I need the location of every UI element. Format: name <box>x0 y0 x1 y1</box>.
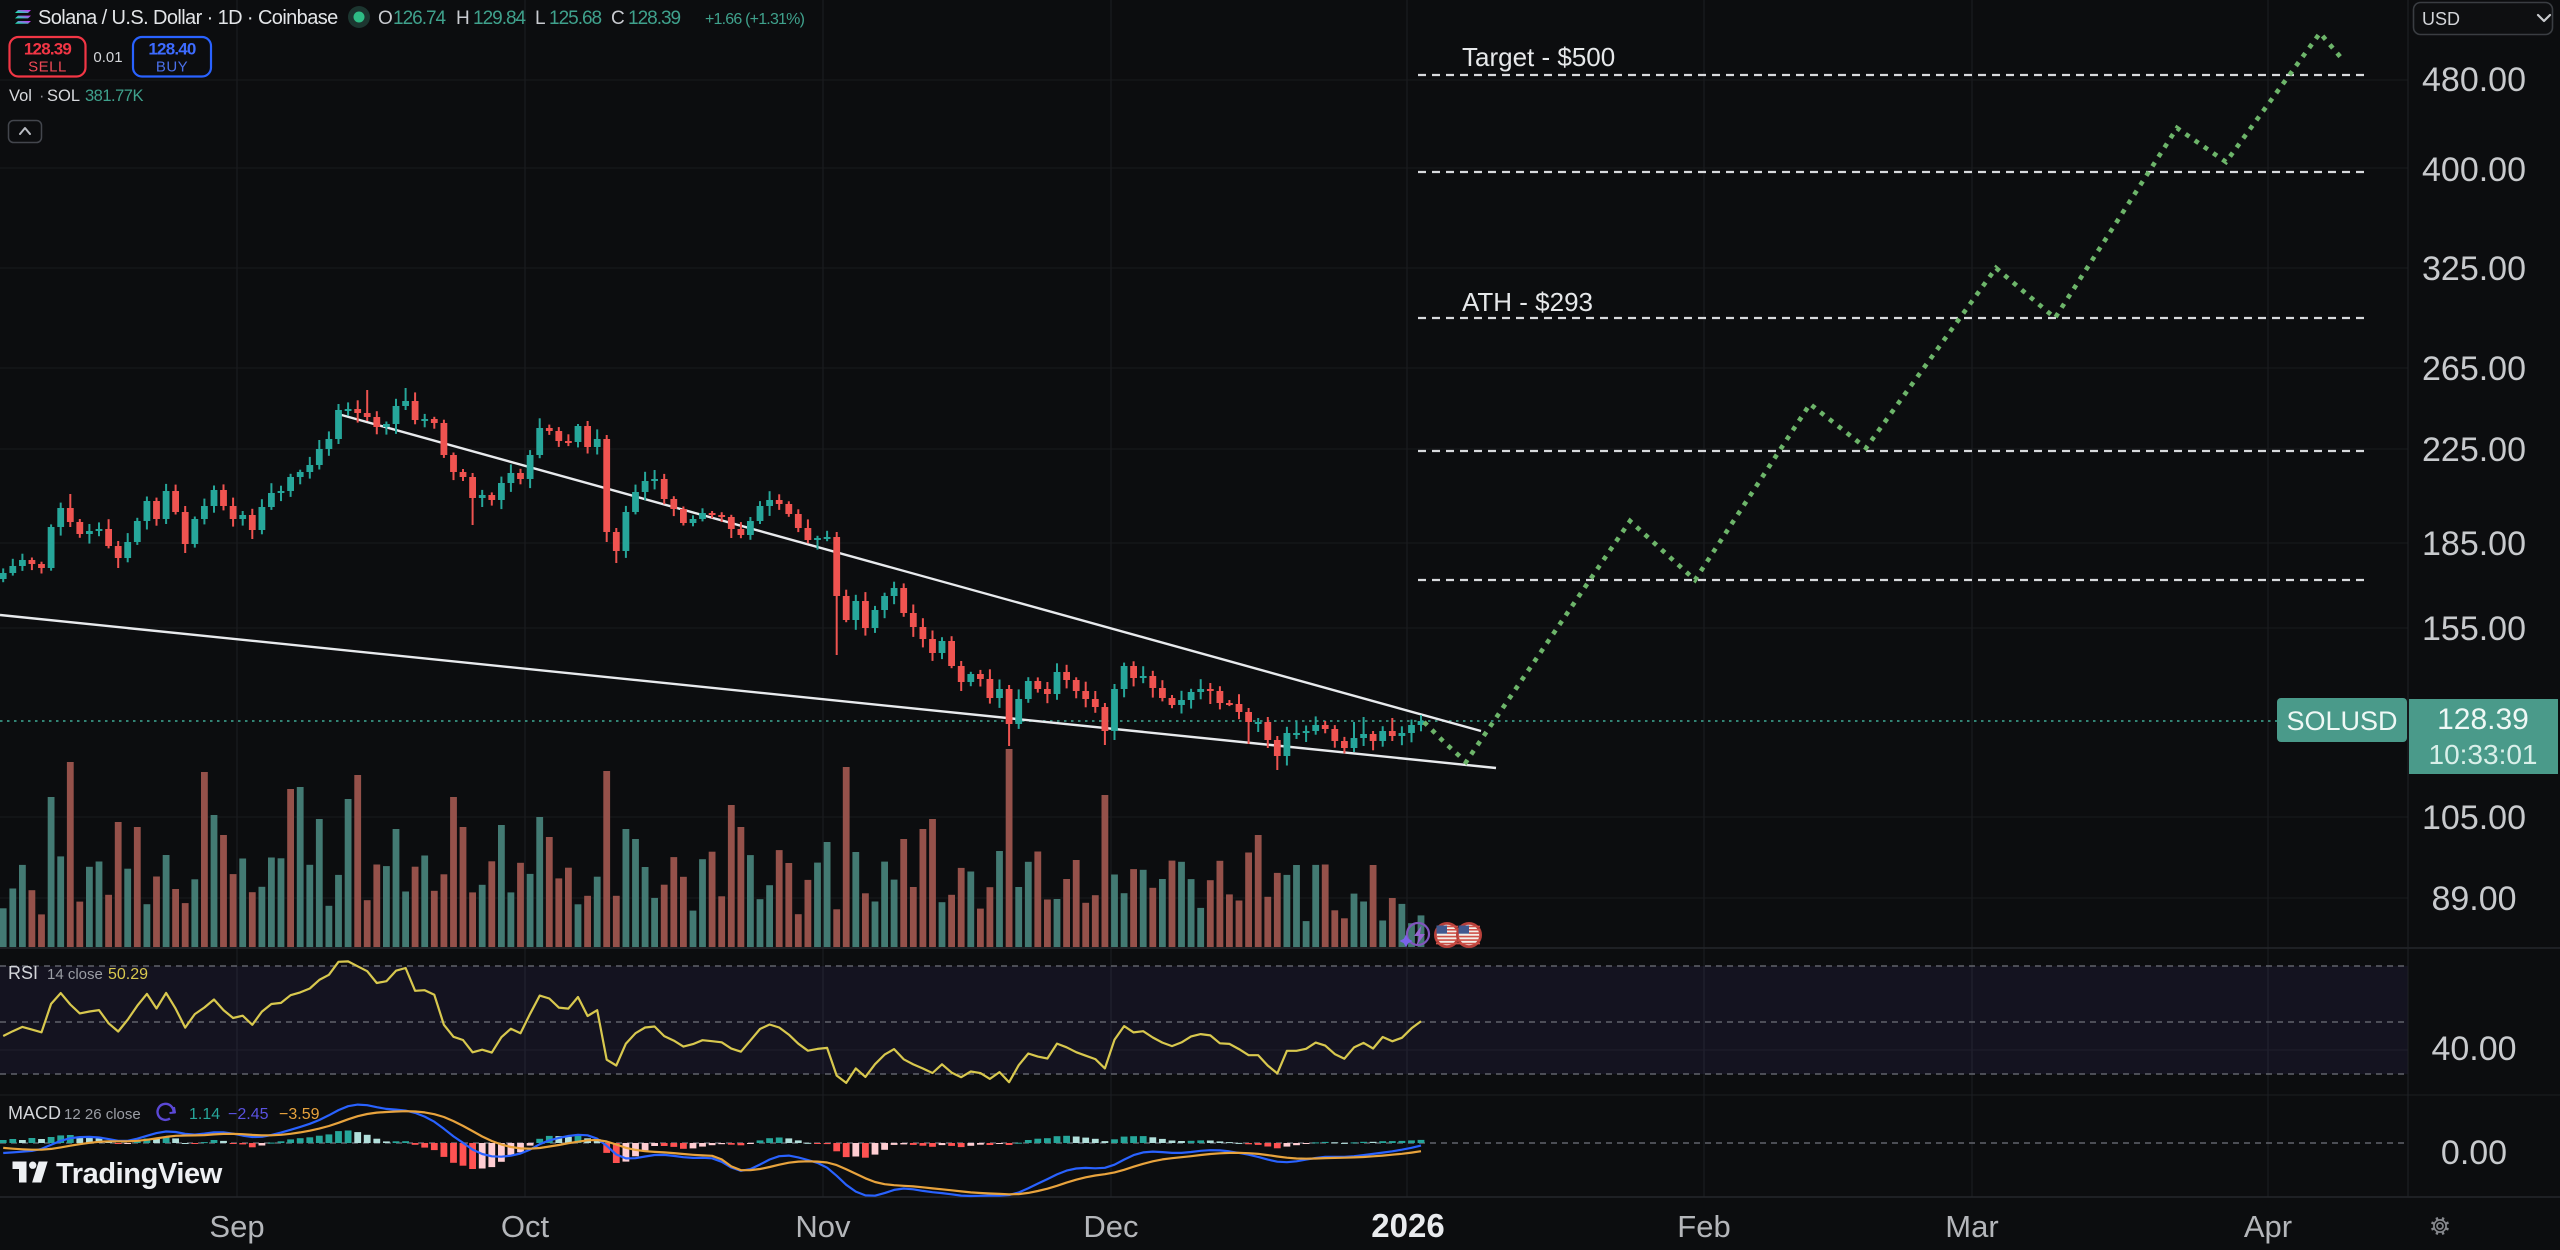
svg-text:RSI: RSI <box>8 963 38 983</box>
svg-text:L: L <box>535 8 545 29</box>
svg-text:O: O <box>378 8 392 29</box>
svg-text:BUY: BUY <box>156 59 188 76</box>
svg-text:10:33:01: 10:33:01 <box>2429 739 2538 770</box>
svg-text:0.01: 0.01 <box>93 49 122 66</box>
svg-text:155.00: 155.00 <box>2422 610 2526 648</box>
svg-text:Dec: Dec <box>1083 1209 1138 1244</box>
svg-text:·: · <box>39 87 45 105</box>
svg-text:USD: USD <box>2422 9 2460 29</box>
svg-text:−2.45: −2.45 <box>228 1106 269 1123</box>
svg-text:ATH - $293: ATH - $293 <box>1462 287 1593 317</box>
svg-text:185.00: 185.00 <box>2422 525 2526 563</box>
svg-text:225.00: 225.00 <box>2422 431 2526 469</box>
svg-text:SOLUSD: SOLUSD <box>2286 706 2397 736</box>
svg-text:128.40: 128.40 <box>148 40 196 59</box>
svg-text:Nov: Nov <box>795 1209 851 1244</box>
svg-text:Sep: Sep <box>209 1209 264 1244</box>
svg-text:105.00: 105.00 <box>2422 799 2526 837</box>
svg-text:Apr: Apr <box>2244 1209 2292 1244</box>
svg-text:14 close: 14 close <box>47 966 103 983</box>
svg-text:265.00: 265.00 <box>2422 350 2526 388</box>
svg-text:Target - $500: Target - $500 <box>1462 42 1615 72</box>
svg-text:H: H <box>456 8 469 29</box>
svg-text:128.39: 128.39 <box>2437 703 2529 736</box>
svg-text:Oct: Oct <box>501 1209 550 1244</box>
svg-text:Mar: Mar <box>1945 1209 1998 1244</box>
svg-text:2026: 2026 <box>1371 1207 1444 1244</box>
svg-text:400.00: 400.00 <box>2422 151 2526 189</box>
svg-text:40.00: 40.00 <box>2431 1030 2516 1068</box>
svg-text:SELL: SELL <box>28 59 67 76</box>
svg-text:381.77K: 381.77K <box>85 87 143 105</box>
svg-text:125.68: 125.68 <box>549 8 602 29</box>
svg-text:50.29: 50.29 <box>108 966 148 983</box>
svg-text:+1.66 (+1.31%): +1.66 (+1.31%) <box>705 11 805 28</box>
svg-text:0.00: 0.00 <box>2441 1134 2507 1172</box>
svg-text:Vol: Vol <box>9 87 32 105</box>
svg-text:128.39: 128.39 <box>628 8 681 29</box>
svg-text:Feb: Feb <box>1677 1209 1730 1244</box>
svg-text:89.00: 89.00 <box>2431 880 2516 918</box>
svg-text:126.74: 126.74 <box>393 8 447 29</box>
svg-text:480.00: 480.00 <box>2422 61 2526 99</box>
svg-text:12 26 close: 12 26 close <box>64 1106 141 1123</box>
svg-text:−3.59: −3.59 <box>279 1106 320 1123</box>
svg-text:Solana / U.S. Dollar · 1D · Co: Solana / U.S. Dollar · 1D · Coinbase <box>38 7 338 29</box>
svg-text:MACD: MACD <box>8 1103 61 1123</box>
svg-text:TradingView: TradingView <box>56 1158 223 1190</box>
svg-text:1.14: 1.14 <box>189 1106 220 1123</box>
svg-text:129.84: 129.84 <box>473 8 527 29</box>
svg-text:C: C <box>611 8 624 29</box>
svg-text:SOL: SOL <box>47 87 80 105</box>
svg-text:128.39: 128.39 <box>24 40 72 59</box>
svg-text:325.00: 325.00 <box>2422 250 2526 288</box>
